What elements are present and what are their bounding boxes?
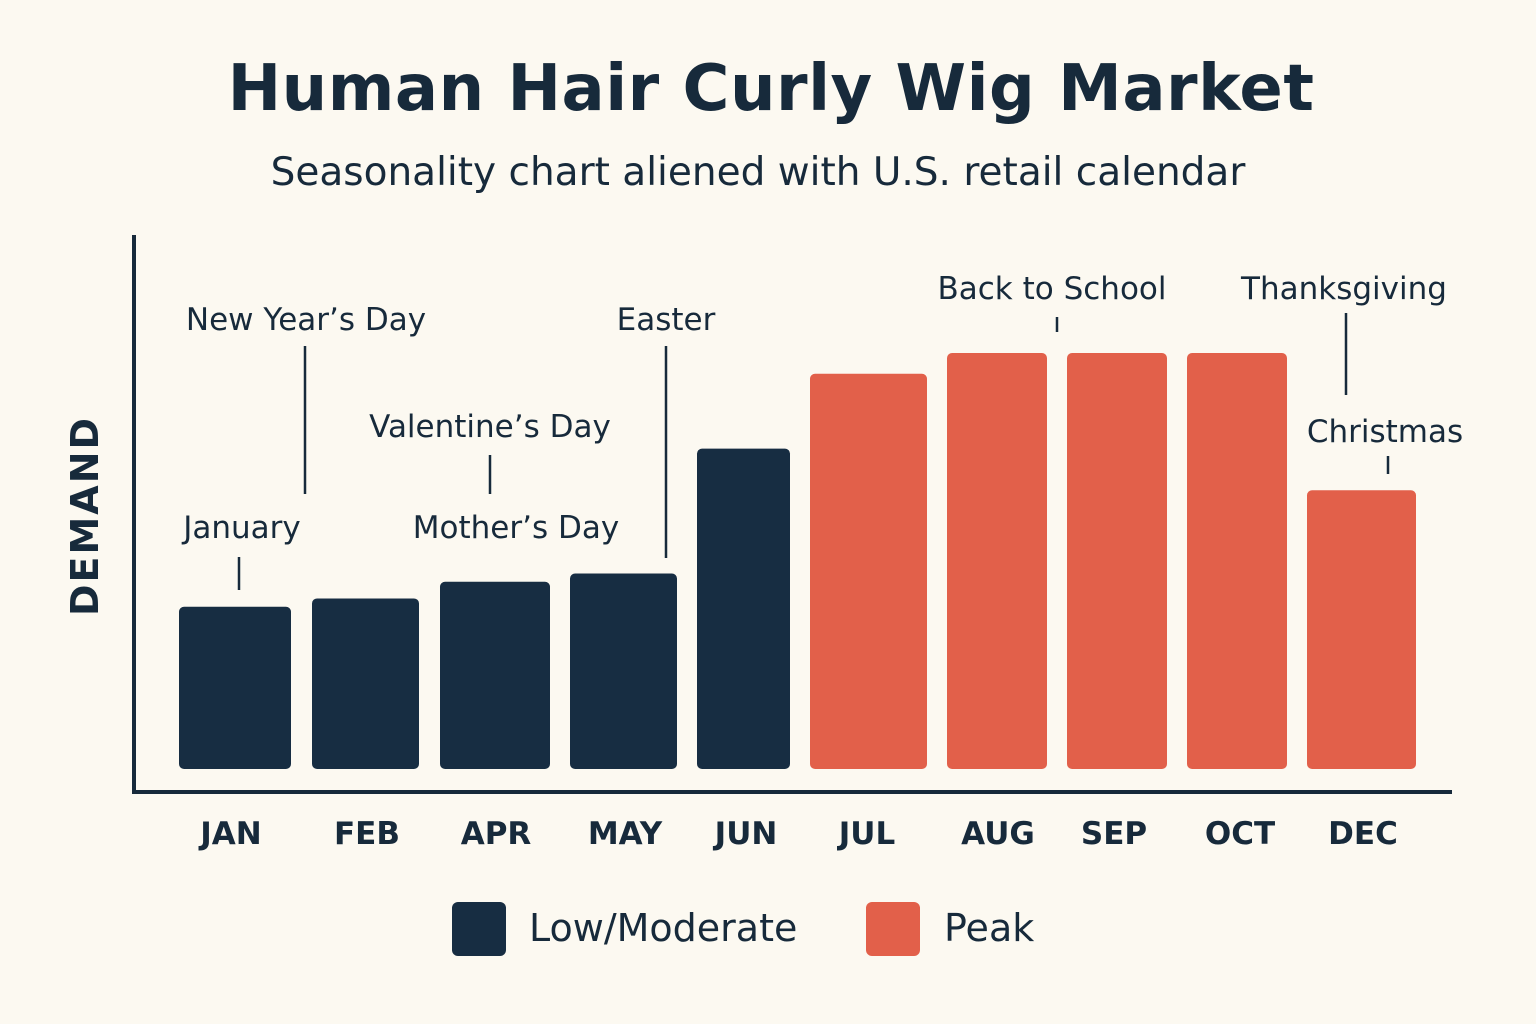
x-tick-label-jul: JUL xyxy=(837,816,895,852)
x-tick-labels: JAN FEB APR MAY JUN JUL AUG SEP OCT DEC xyxy=(198,816,1398,852)
x-tick-label-sep: SEP xyxy=(1081,816,1147,852)
x-tick-label-aug: AUG xyxy=(961,816,1035,852)
x-tick-label-jan: JAN xyxy=(198,816,261,852)
x-tick-label-oct: OCT xyxy=(1205,816,1275,852)
legend-swatch-peak xyxy=(866,902,920,956)
chart-title: Human Hair Curly Wig Market xyxy=(227,52,1315,126)
bar-oct xyxy=(1187,353,1287,769)
bar-may xyxy=(570,573,677,769)
annotation-easter: Easter xyxy=(617,302,716,338)
chart-subtitle: Seasonality chart aliened with U.S. reta… xyxy=(270,150,1246,195)
bar-dec xyxy=(1307,490,1416,769)
bar-jun xyxy=(697,448,790,769)
annotation-new-year-s-day: New Year’s Day xyxy=(186,302,426,338)
annotation-christmas: Christmas xyxy=(1307,414,1463,450)
y-axis-label: DEMAND xyxy=(63,416,107,616)
bar-jul xyxy=(810,373,927,769)
legend-label-peak: Peak xyxy=(944,906,1035,950)
x-tick-label-may: MAY xyxy=(588,816,663,852)
annotations-layer: January New Year’s Day Valentine’s Day Moth… xyxy=(181,271,1463,590)
bar-jan xyxy=(179,606,291,769)
annotation-thanksgiving: Thanksgiving xyxy=(1240,271,1447,307)
annotation-valentine-s-day: Valentine’s Day xyxy=(369,409,611,445)
legend-label-low-moderate: Low/Moderate xyxy=(529,906,798,950)
bar-feb xyxy=(312,598,419,769)
x-tick-label-feb: FEB xyxy=(334,816,400,852)
annotation-mother-s-day: Mother’s Day xyxy=(413,510,619,546)
bar-apr xyxy=(440,581,550,769)
bar-sep xyxy=(1067,353,1167,769)
x-tick-label-jun: JUN xyxy=(713,816,778,852)
bar-aug xyxy=(947,353,1047,769)
x-tick-label-apr: APR xyxy=(461,816,532,852)
bars-layer xyxy=(179,353,1416,769)
legend-swatch-low-moderate xyxy=(452,902,506,956)
annotation-back-to-school: Back to School xyxy=(937,271,1166,307)
annotation-january: January xyxy=(181,510,301,546)
x-tick-label-dec: DEC xyxy=(1328,816,1398,852)
